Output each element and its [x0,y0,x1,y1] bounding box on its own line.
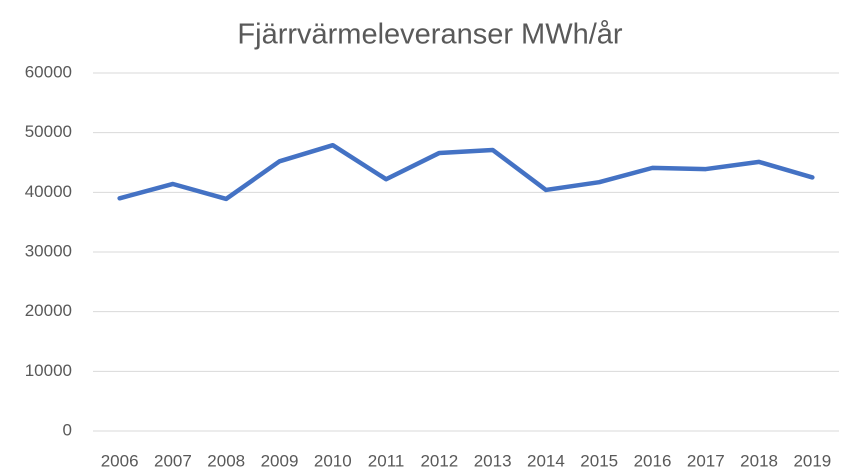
y-tick-label: 50000 [25,122,72,141]
x-tick-label: 2014 [527,451,565,470]
x-tick-label: 2009 [261,451,299,470]
x-tick-label: 2006 [101,451,139,470]
y-tick-label: 60000 [25,62,72,81]
x-tick-label: 2010 [314,451,352,470]
line [117,142,815,202]
x-tick-label: 2012 [420,451,458,470]
x-tick-label: 2019 [793,451,831,470]
x-tick-label: 2011 [368,451,405,470]
y-tick-label: 20000 [25,301,72,320]
chart-title: Fjärrvärmeleveranser MWh/år [237,19,622,51]
x-tick-label: 2018 [740,451,778,470]
y-tick-label: 10000 [25,361,72,380]
y-tick-label: 40000 [25,182,72,201]
y-tick-label: 0 [63,420,72,439]
x-tick-label: 2016 [634,451,672,470]
x-tick-label: 2007 [154,451,192,470]
x-tick-label: 2015 [580,451,618,470]
y-tick-label: 30000 [25,241,72,260]
x-tick-label: 2013 [474,451,512,470]
x-tick-label: 2008 [207,451,245,470]
x-tick-label: 2017 [687,451,725,470]
